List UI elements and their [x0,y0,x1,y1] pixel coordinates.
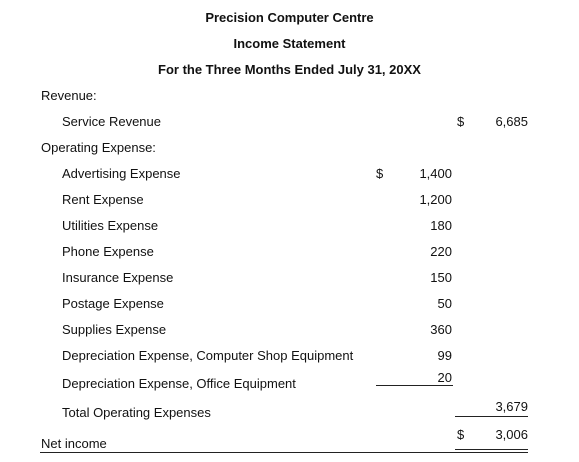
total-operating-expenses-label: Total Operating Expenses [62,405,211,420]
expense-label-depr-computer: Depreciation Expense, Computer Shop Equi… [62,348,354,363]
expense-amount-advertising: 1,400 [419,166,452,181]
expense-currency: $ [376,166,384,181]
expense-label-depr-office: Depreciation Expense, Office Equipment [62,376,296,391]
expense-label-advertising: Advertising Expense [62,166,181,181]
revenue-heading: Revenue: [41,88,97,103]
expense-label-phone: Phone Expense [62,244,154,259]
expense-label-insurance: Insurance Expense [62,270,174,285]
expense-label-postage: Postage Expense [62,296,164,311]
total-operating-expenses-amount: 3,679 [495,399,528,414]
net-income-label: Net income [41,436,107,451]
service-revenue-amount: 6,685 [495,114,528,129]
service-revenue-currency: $ [457,114,465,129]
total-column-rule [455,416,528,417]
expense-amount-phone: 220 [430,244,452,259]
statement-period: For the Three Months Ended July 31, 20XX [158,62,421,77]
service-revenue-label: Service Revenue [62,114,161,129]
expense-amount-insurance: 150 [430,270,452,285]
expense-amount-utilities: 180 [430,218,452,233]
company-name: Precision Computer Centre [205,10,374,25]
net-income-underline [40,452,528,453]
net-income-currency: $ [457,427,465,442]
expense-label-utilities: Utilities Expense [62,218,159,233]
expense-label-supplies: Supplies Expense [62,322,167,337]
expense-amount-supplies: 360 [430,322,452,337]
expense-amount-depr-computer: 99 [437,348,452,363]
expense-amount-depr-office: 20 [437,370,452,385]
operating-expense-heading: Operating Expense: [41,140,156,155]
statement-title: Income Statement [233,36,346,51]
expense-amount-rent: 1,200 [419,192,452,207]
expense-label-rent: Rent Expense [62,192,144,207]
expense-amount-postage: 50 [437,296,452,311]
net-income-double-rule-top [455,449,528,450]
net-income-amount: 3,006 [495,427,528,442]
expense-subtotal-rule [376,385,453,386]
